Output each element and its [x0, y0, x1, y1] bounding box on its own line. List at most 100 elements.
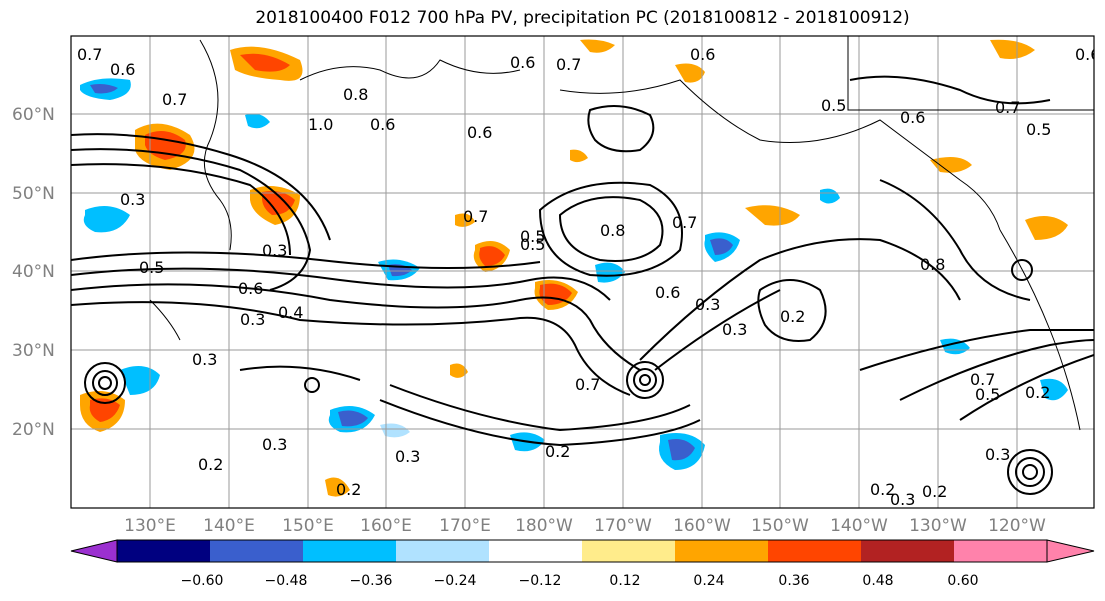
shade-negative	[820, 188, 840, 204]
colorbar-swatch	[489, 540, 583, 562]
contour-label: 0.6	[510, 53, 535, 72]
colorbar-swatch	[768, 540, 862, 562]
contour-label: 0.7	[77, 45, 102, 64]
shade-negative	[245, 113, 270, 129]
contour-label: 0.6	[238, 279, 263, 298]
colorbar-tick-label: 0.24	[693, 573, 724, 589]
colorbar-frame	[116, 539, 1048, 563]
shade-negative	[710, 238, 733, 255]
colorbar-ticks: −0.60 −0.48 −0.36 −0.24 −0.12 0.12 0.24 …	[181, 573, 979, 589]
contour-label: 0.5	[139, 258, 164, 277]
colorbar-tick-label: −0.60	[181, 573, 224, 589]
shade-positive	[570, 149, 588, 163]
contour-label: 0.8	[600, 221, 625, 240]
contour-label: 0.2	[198, 455, 223, 474]
shade-positive	[325, 477, 350, 497]
contour-label: 0.3	[262, 435, 287, 454]
colorbar-tick-label: 0.12	[609, 573, 640, 589]
contour-label: 0.3	[395, 447, 420, 466]
shade-positive	[745, 205, 800, 226]
contour-label: 0.3	[192, 350, 217, 369]
shade-negative	[83, 206, 130, 233]
shade-positive	[450, 363, 468, 378]
colorbar-swatch	[582, 540, 676, 562]
lon-label: 170°W	[594, 516, 652, 536]
colorbar-tick-label: 0.36	[778, 573, 809, 589]
contour-label: 0.6	[1075, 45, 1100, 64]
contour-label: 0.7	[556, 55, 581, 74]
colorbar-swatch	[117, 540, 211, 562]
contour-label: 0.8	[920, 255, 945, 274]
colorbar-tick-label: −0.12	[519, 573, 562, 589]
colorbar-swatch	[861, 540, 955, 562]
lon-label: 160°E	[360, 516, 412, 536]
contour-labels: 0.7 0.6 0.8 1.0 0.6 0.6 0.7 0.5 0.6 0.5 …	[77, 45, 1100, 509]
lon-label: 130°W	[909, 516, 967, 536]
shade-positive	[990, 39, 1035, 59]
shade-positive	[240, 53, 290, 72]
contour-label: 1.0	[308, 115, 333, 134]
shade-negative	[1040, 378, 1068, 401]
lon-label: 140°W	[830, 516, 888, 536]
lon-label: 160°W	[673, 516, 731, 536]
shade-positive	[580, 39, 615, 53]
colorbar-tick-label: 0.60	[947, 573, 978, 589]
contour-label: 0.5	[520, 235, 545, 254]
contour-label: 0.6	[467, 123, 492, 142]
colorbar-swatch	[954, 540, 1048, 562]
lon-label: 180°W	[515, 516, 573, 536]
contour-label: 0.3	[695, 295, 720, 314]
shade-positive	[1025, 216, 1068, 240]
colorbar: −0.60 −0.48 −0.36 −0.24 −0.12 0.12 0.24 …	[70, 539, 1095, 589]
contour-label: 0.2	[1025, 383, 1050, 402]
contour-label: 0.2	[870, 480, 895, 499]
lon-label: 150°E	[282, 516, 334, 536]
colorbar-max-arrow	[1046, 539, 1095, 563]
contour-label: 0.7	[970, 370, 995, 389]
contour-label: 0.7	[463, 207, 488, 226]
colorbar-min-arrow	[70, 539, 118, 563]
lon-label: 150°W	[751, 516, 809, 536]
lat-label: 50°N	[12, 184, 55, 204]
shade-negative	[338, 410, 368, 427]
contour-label: 0.3	[890, 490, 915, 509]
contour-label: 0.2	[336, 480, 361, 499]
lon-label: 140°E	[203, 516, 255, 536]
longitude-labels: 130°E 140°E 150°E 160°E 170°E 180°W 170°…	[124, 516, 1046, 536]
lon-label: 120°W	[988, 516, 1046, 536]
map-title: 2018100400 F012 700 hPa PV, precipitatio…	[255, 8, 910, 28]
contour-label: 0.7	[575, 375, 600, 394]
contour-label: 0.8	[343, 85, 368, 104]
contour-label: 0.3	[985, 445, 1010, 464]
colorbar-swatch	[210, 540, 304, 562]
latitude-labels: 60°N 50°N 40°N 30°N 20°N	[12, 105, 55, 440]
lat-label: 40°N	[12, 262, 55, 282]
contour-label: 0.6	[900, 108, 925, 127]
contour-label: 0.5	[975, 385, 1000, 404]
contour-label: 0.6	[655, 283, 680, 302]
pv-contours	[71, 75, 1094, 495]
contour-label: 0.6	[110, 60, 135, 79]
shade-positive	[262, 191, 295, 215]
colorbar-tick-label: 0.48	[862, 573, 893, 589]
contour-label: 0.2	[922, 482, 947, 501]
shade-negative	[120, 366, 160, 395]
colorbar-tick-label: −0.36	[350, 573, 393, 589]
shade-negative	[90, 84, 118, 94]
contour-label: 0.6	[370, 115, 395, 134]
colorbar-tick-label: −0.24	[434, 573, 477, 589]
contour-label: 0.5	[821, 96, 846, 115]
contour-label: 0.6	[690, 45, 715, 64]
shade-positive	[930, 156, 972, 173]
contour-label: 0.3	[120, 190, 145, 209]
contour-label: 0.3	[240, 310, 265, 329]
contour-label: 0.2	[780, 307, 805, 326]
shade-positive	[89, 398, 120, 422]
contour-label: 0.5	[520, 227, 545, 246]
shade-positive	[675, 63, 705, 83]
map-content: 0.7 0.6 0.8 1.0 0.6 0.6 0.7 0.5 0.6 0.5 …	[71, 36, 1100, 509]
lat-label: 30°N	[12, 341, 55, 361]
colorbar-swatches	[117, 540, 1048, 562]
lon-label: 130°E	[124, 516, 176, 536]
